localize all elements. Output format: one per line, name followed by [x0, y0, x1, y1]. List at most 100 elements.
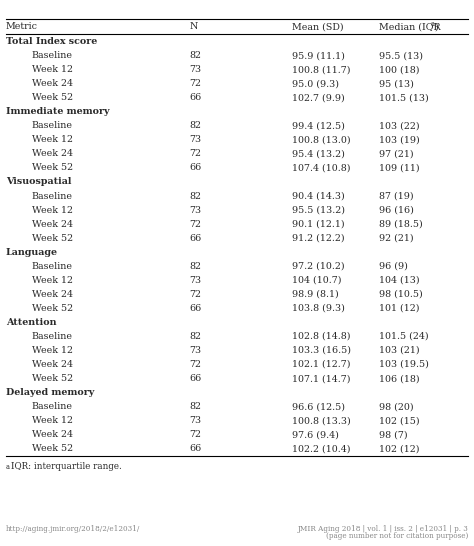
Text: 100.8 (11.7): 100.8 (11.7)	[292, 65, 350, 74]
Text: 66: 66	[190, 304, 202, 313]
Text: 101 (12): 101 (12)	[379, 304, 419, 313]
Text: Week 52: Week 52	[32, 93, 73, 102]
Text: 106 (18): 106 (18)	[379, 374, 420, 383]
Text: a: a	[430, 20, 434, 28]
Text: 95 (13): 95 (13)	[379, 79, 414, 88]
Text: Week 12: Week 12	[32, 416, 73, 425]
Text: 104 (13): 104 (13)	[379, 276, 420, 285]
Text: Immediate memory: Immediate memory	[6, 107, 109, 116]
Text: 102.2 (10.4): 102.2 (10.4)	[292, 444, 350, 453]
Text: Week 24: Week 24	[32, 219, 73, 229]
Text: (page number not for citation purpose): (page number not for citation purpose)	[326, 532, 468, 540]
Text: Week 52: Week 52	[32, 444, 73, 453]
Text: 66: 66	[190, 374, 202, 383]
Text: 102.8 (14.8): 102.8 (14.8)	[292, 332, 350, 341]
Text: 100.8 (13.3): 100.8 (13.3)	[292, 416, 350, 425]
Text: 73: 73	[190, 135, 202, 144]
Text: ): )	[435, 22, 438, 31]
Text: 82: 82	[190, 402, 201, 411]
Text: Week 12: Week 12	[32, 276, 73, 285]
Text: 90.1 (12.1): 90.1 (12.1)	[292, 219, 344, 229]
Text: 95.5 (13): 95.5 (13)	[379, 51, 423, 60]
Text: Week 24: Week 24	[32, 79, 73, 88]
Text: Visuospatial: Visuospatial	[6, 177, 71, 187]
Text: Week 24: Week 24	[32, 360, 73, 369]
Text: 82: 82	[190, 262, 201, 271]
Text: 95.4 (13.2): 95.4 (13.2)	[292, 150, 345, 158]
Text: 97.6 (9.4): 97.6 (9.4)	[292, 430, 338, 439]
Text: 73: 73	[190, 346, 202, 355]
Text: Median (IQR: Median (IQR	[379, 22, 441, 31]
Text: 101.5 (13): 101.5 (13)	[379, 93, 429, 102]
Text: 72: 72	[190, 360, 201, 369]
Text: Baseline: Baseline	[32, 332, 73, 341]
Text: 103 (19): 103 (19)	[379, 135, 420, 144]
Text: 103.8 (9.3): 103.8 (9.3)	[292, 304, 345, 313]
Text: 73: 73	[190, 276, 202, 285]
Text: 87 (19): 87 (19)	[379, 192, 414, 200]
Text: 66: 66	[190, 163, 202, 173]
Text: 96 (9): 96 (9)	[379, 262, 408, 271]
Text: 98.9 (8.1): 98.9 (8.1)	[292, 290, 338, 299]
Text: 109 (11): 109 (11)	[379, 163, 420, 173]
Text: a: a	[6, 463, 9, 471]
Text: Mean (SD): Mean (SD)	[292, 22, 343, 31]
Text: JMIR Aging 2018 | vol. 1 | iss. 2 | e12031 | p. 3: JMIR Aging 2018 | vol. 1 | iss. 2 | e120…	[298, 525, 468, 532]
Text: 82: 82	[190, 121, 201, 130]
Text: Week 24: Week 24	[32, 150, 73, 158]
Text: Baseline: Baseline	[32, 402, 73, 411]
Text: 98 (10.5): 98 (10.5)	[379, 290, 423, 299]
Text: Week 52: Week 52	[32, 374, 73, 383]
Text: 73: 73	[190, 65, 202, 74]
Text: 96.6 (12.5): 96.6 (12.5)	[292, 402, 345, 411]
Text: 107.4 (10.8): 107.4 (10.8)	[292, 163, 350, 173]
Text: IQR: interquartile range.: IQR: interquartile range.	[11, 462, 122, 472]
Text: 82: 82	[190, 332, 201, 341]
Text: 102.7 (9.9): 102.7 (9.9)	[292, 93, 344, 102]
Text: Attention: Attention	[6, 318, 56, 327]
Text: 97.2 (10.2): 97.2 (10.2)	[292, 262, 344, 271]
Text: 102 (15): 102 (15)	[379, 416, 420, 425]
Text: 89 (18.5): 89 (18.5)	[379, 219, 423, 229]
Text: Baseline: Baseline	[32, 51, 73, 60]
Text: Delayed memory: Delayed memory	[6, 388, 94, 397]
Text: 100 (18): 100 (18)	[379, 65, 419, 74]
Text: Total Index score: Total Index score	[6, 37, 97, 46]
Text: Baseline: Baseline	[32, 121, 73, 130]
Text: 97 (21): 97 (21)	[379, 150, 414, 158]
Text: 82: 82	[190, 192, 201, 200]
Text: 104 (10.7): 104 (10.7)	[292, 276, 341, 285]
Text: 72: 72	[190, 430, 201, 439]
Text: Week 24: Week 24	[32, 430, 73, 439]
Text: 96 (16): 96 (16)	[379, 205, 414, 215]
Text: 95.5 (13.2): 95.5 (13.2)	[292, 205, 345, 215]
Text: Week 52: Week 52	[32, 304, 73, 313]
Text: 66: 66	[190, 444, 202, 453]
Text: Baseline: Baseline	[32, 262, 73, 271]
Text: 103 (21): 103 (21)	[379, 346, 420, 355]
Text: 73: 73	[190, 416, 202, 425]
Text: 92 (21): 92 (21)	[379, 234, 414, 242]
Text: 99.4 (12.5): 99.4 (12.5)	[292, 121, 345, 130]
Text: 98 (20): 98 (20)	[379, 402, 414, 411]
Text: N: N	[190, 22, 198, 31]
Text: Week 12: Week 12	[32, 346, 73, 355]
Text: Week 52: Week 52	[32, 163, 73, 173]
Text: http://aging.jmir.org/2018/2/e12031/: http://aging.jmir.org/2018/2/e12031/	[6, 525, 140, 532]
Text: 101.5 (24): 101.5 (24)	[379, 332, 429, 341]
Text: Week 12: Week 12	[32, 135, 73, 144]
Text: Week 24: Week 24	[32, 290, 73, 299]
Text: 73: 73	[190, 205, 202, 215]
Text: 66: 66	[190, 234, 202, 242]
Text: 90.4 (14.3): 90.4 (14.3)	[292, 192, 344, 200]
Text: 107.1 (14.7): 107.1 (14.7)	[292, 374, 350, 383]
Text: 103 (22): 103 (22)	[379, 121, 420, 130]
Text: 82: 82	[190, 51, 201, 60]
Text: 72: 72	[190, 219, 201, 229]
Text: 91.2 (12.2): 91.2 (12.2)	[292, 234, 344, 242]
Text: Week 12: Week 12	[32, 65, 73, 74]
Text: 103 (19.5): 103 (19.5)	[379, 360, 429, 369]
Text: 66: 66	[190, 93, 202, 102]
Text: 103.3 (16.5): 103.3 (16.5)	[292, 346, 350, 355]
Text: Language: Language	[6, 248, 58, 257]
